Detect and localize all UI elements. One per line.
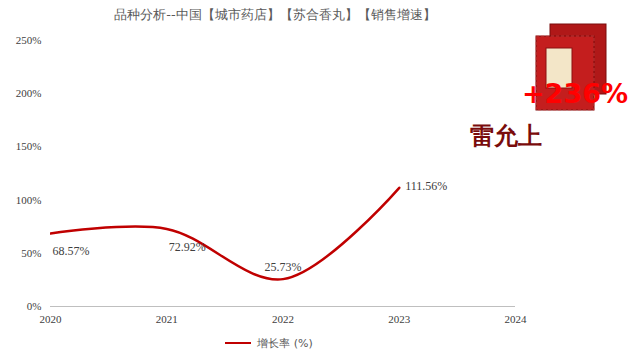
svg-text:111.56%: 111.56%: [405, 179, 447, 193]
svg-text:250%: 250%: [16, 34, 42, 46]
svg-text:2020: 2020: [40, 313, 63, 325]
html-text:增长率 (%): 增长率 (%): [257, 336, 313, 350]
svg-text:50%: 50%: [21, 247, 41, 259]
svg-text:2023: 2023: [388, 313, 411, 325]
svg-text:2021: 2021: [156, 313, 178, 325]
svg-text:72.92%: 72.92%: [169, 240, 206, 254]
svg-text:200%: 200%: [16, 87, 42, 99]
html-text:+236%: +236%: [522, 78, 628, 109]
svg-text:68.57%: 68.57%: [53, 244, 90, 258]
svg-text:0%: 0%: [27, 300, 42, 312]
svg-text:2022: 2022: [272, 313, 294, 325]
svg-text:25.73%: 25.73%: [265, 260, 302, 274]
svg-text:100%: 100%: [16, 194, 42, 206]
html-text:雷允上: 雷允上: [470, 121, 542, 150]
html-text:品种分析--中国【城市药店】【苏合香丸】【销售增速】: 品种分析--中国【城市药店】【苏合香丸】【销售增速】: [114, 7, 436, 22]
svg-text:150%: 150%: [16, 140, 42, 152]
svg-text:2024: 2024: [505, 313, 528, 325]
